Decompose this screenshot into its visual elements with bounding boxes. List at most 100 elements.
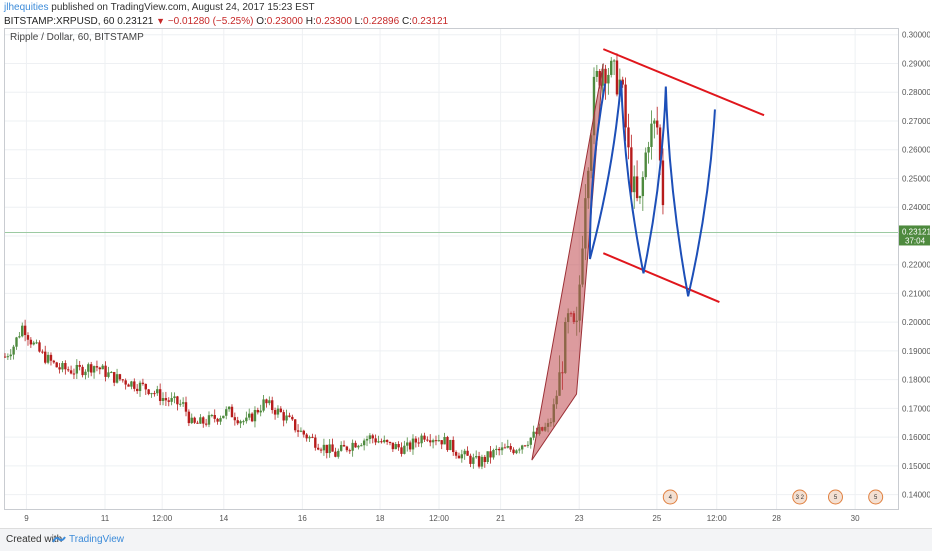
candle-body <box>187 411 191 424</box>
candle-body <box>35 342 38 344</box>
candle-body <box>592 76 596 136</box>
symbol-name[interactable]: BITSTAMP:XRPUSD, 60 <box>4 16 115 27</box>
candle-body <box>282 412 285 421</box>
lower-channel-line <box>602 252 720 303</box>
candle-body <box>308 436 311 439</box>
candle-body <box>104 365 107 377</box>
candle-body <box>365 438 369 441</box>
candle-body <box>497 448 501 451</box>
candle-body <box>265 399 268 404</box>
candle-body <box>515 450 518 454</box>
x-tick-label: 23 <box>575 514 584 523</box>
candle-body <box>184 402 188 412</box>
candle-body <box>449 439 452 451</box>
candle-body <box>227 406 231 410</box>
candle-body <box>15 337 18 347</box>
candle-body <box>207 415 211 425</box>
candle-body <box>598 70 601 86</box>
candle-body <box>627 127 630 148</box>
price-chart[interactable]: 4 3 2 5 5 0.30000 0.29000 0.28000 0.27000 0.260… <box>4 28 930 524</box>
low-label: L: <box>354 16 364 27</box>
candle-body <box>202 417 205 424</box>
candle-body <box>78 364 81 367</box>
candle-body <box>253 409 257 422</box>
candle-body <box>658 127 662 161</box>
candle-body <box>268 400 271 404</box>
candle-body <box>124 380 127 385</box>
x-tick-label: 28 <box>772 514 781 523</box>
x-tick-label: 9 <box>24 514 29 523</box>
candle-body <box>650 123 653 147</box>
candle-body <box>115 374 119 383</box>
candle-body <box>486 451 489 462</box>
candle-body <box>273 410 277 415</box>
candle-body <box>653 120 656 124</box>
price-axis[interactable]: 0.30000 0.29000 0.28000 0.27000 0.26000 0.250… <box>899 31 930 500</box>
low-value: 0.22896 <box>363 16 400 27</box>
candle-body <box>604 68 607 84</box>
candle-body <box>316 447 320 450</box>
candle-body <box>500 447 504 451</box>
y-tick-label: 0.30000 <box>902 31 930 40</box>
candle-body <box>612 60 616 62</box>
candle-body <box>29 339 33 345</box>
candle-body <box>469 455 472 464</box>
candle-body <box>351 442 354 451</box>
candle-body <box>437 440 441 442</box>
event-flag-icon <box>662 489 678 505</box>
candle-body <box>153 393 156 395</box>
upper-channel-line <box>602 48 765 117</box>
time-axis[interactable]: 9 11 12:00 14 16 18 12:00 21 23 25 12:00 28 30 <box>24 514 860 523</box>
candle-body <box>368 435 372 439</box>
y-tick-label: 0.18000 <box>902 376 930 385</box>
candle-body <box>23 325 27 336</box>
candle-body <box>52 360 56 363</box>
y-tick-label: 0.25000 <box>902 174 930 183</box>
candle-body <box>112 372 116 383</box>
candle-body <box>354 442 357 448</box>
candle-body <box>144 383 147 390</box>
tradingview-brand[interactable]: TradingView <box>52 529 124 551</box>
y-tick-label: 0.20000 <box>902 318 930 327</box>
candle-body <box>319 449 323 451</box>
chart-frame[interactable]: 4 3 2 5 5 0.30000 0.29000 0.28000 0.27000 0.260… <box>4 28 930 524</box>
y-tick-label: 0.26000 <box>902 146 930 155</box>
candle-body <box>635 176 639 199</box>
candle-body <box>362 440 366 446</box>
grid <box>5 29 898 509</box>
candle-body <box>150 393 153 395</box>
candle-body <box>4 356 7 358</box>
candle-body <box>291 416 294 420</box>
event-count: 3 2 <box>796 495 805 501</box>
candle-body <box>242 421 245 423</box>
x-tick-label: 30 <box>851 514 860 523</box>
candle-body <box>293 419 297 431</box>
candle-body <box>296 430 300 432</box>
candle-body <box>41 351 44 353</box>
publisher-link[interactable]: jlhequities <box>4 2 49 13</box>
candle-body <box>420 435 423 444</box>
candle-body <box>64 363 67 370</box>
event-count: 5 <box>834 495 838 501</box>
candle-body <box>314 437 317 448</box>
candle-body <box>472 457 475 464</box>
candle-body <box>170 398 173 402</box>
y-tick-label: 0.28000 <box>902 88 930 97</box>
candle-body <box>641 177 645 197</box>
candle-body <box>406 442 409 446</box>
candle-body <box>138 382 142 392</box>
candle-body <box>656 120 659 128</box>
candle-body <box>518 449 521 451</box>
close-value: 0.23121 <box>411 16 449 27</box>
last-price: 0.23121 <box>117 16 154 27</box>
candle-body <box>661 160 665 206</box>
candle-body <box>440 440 443 445</box>
candle-body <box>69 370 73 374</box>
candle-body <box>285 415 288 421</box>
candle-body <box>55 362 58 368</box>
candle-body <box>236 420 239 424</box>
candle-body <box>12 346 15 355</box>
candle-body <box>213 415 216 419</box>
candle-body <box>32 342 35 345</box>
candle-body <box>512 449 515 454</box>
